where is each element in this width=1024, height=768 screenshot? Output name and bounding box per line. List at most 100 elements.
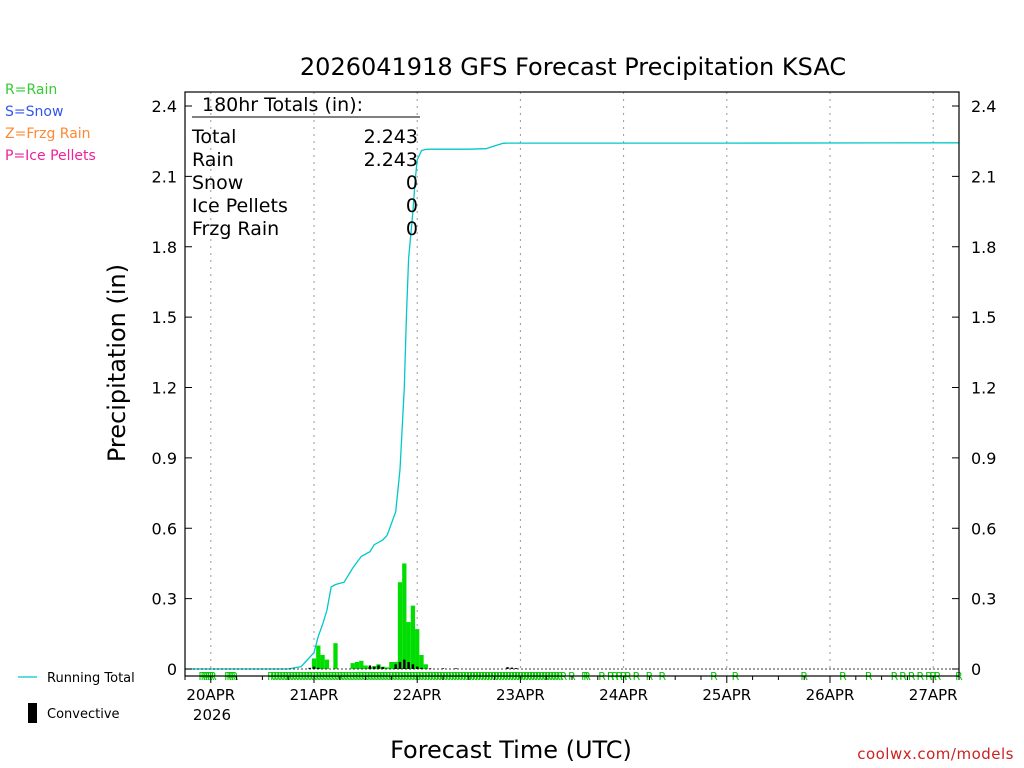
- y-tick-label-right: 0: [971, 660, 981, 679]
- rain-bar: [415, 629, 420, 669]
- x-year-label: 2026: [193, 706, 231, 724]
- totals-heading: 180hr Totals (in):: [202, 94, 363, 116]
- x-tick-label: 25APR: [702, 686, 751, 704]
- convective-bar: [416, 666, 419, 669]
- running-total-line: [185, 142, 960, 670]
- rain-bar: [410, 605, 416, 669]
- rain-bar: [350, 663, 355, 669]
- x-tick-label: 22APR: [393, 686, 442, 704]
- y-tick-label-right: 0.9: [971, 449, 996, 468]
- rain-bar: [406, 622, 411, 669]
- chart-title: 2026041918 GFS Forecast Precipitation KS…: [300, 53, 846, 81]
- rain-bar: [359, 660, 364, 669]
- y-tick-label-right: 0.6: [971, 519, 996, 538]
- convective-bar: [373, 666, 376, 669]
- x-axis: 20APR 21APR 22APR 23APR 24APR 25APR 26APR 27APR: [184, 676, 960, 704]
- x-tick-label: 27APR: [909, 686, 958, 704]
- y-tick-label-right: 2.1: [971, 167, 996, 186]
- rain-bar: [316, 645, 321, 669]
- convective-bar: [403, 659, 406, 669]
- y-tick-label-left: 1.8: [152, 238, 177, 257]
- y-tick-label-left: 1.5: [152, 308, 177, 327]
- totals-box: 180hr Totals (in): Total 2.243 Rain 2.24…: [191, 94, 420, 240]
- y-tick-label-left: 0.3: [152, 590, 177, 609]
- x-axis-label: Forecast Time (UTC): [390, 736, 632, 764]
- totals-value-rain: 2.243: [364, 149, 418, 171]
- legend-key-list: R=Rain S=Snow Z=Frzg Rain P=Ice Pellets: [5, 79, 96, 167]
- totals-value-frzg-rain: 0: [406, 218, 418, 240]
- x-tick-label: 20APR: [186, 686, 235, 704]
- rain-bar: [333, 643, 338, 669]
- totals-value-snow: 0: [406, 172, 418, 194]
- convective-bar: [368, 665, 372, 669]
- running-total-series: [185, 142, 960, 670]
- rain-bar: [423, 664, 428, 669]
- convective-bar: [377, 665, 380, 669]
- convective-legend-swatch: [28, 703, 37, 723]
- legend-label-convective: Convective: [47, 707, 120, 722]
- convective-bars: [308, 659, 518, 669]
- y-axis-label: Precipitation (in): [103, 264, 131, 462]
- legend-label-running-total: Running Total: [47, 671, 135, 686]
- convective-bar: [454, 668, 458, 669]
- rain-bar: [389, 661, 394, 669]
- legend-key-ice-pellets: P=Ice Pellets: [5, 148, 96, 164]
- plot-frame: [184, 91, 960, 677]
- rain-bar: [402, 563, 407, 669]
- totals-label-total: Total: [191, 126, 236, 148]
- rain-bar: [363, 665, 368, 669]
- y-tick-label-right: 1.2: [971, 379, 996, 398]
- convective-bar: [420, 667, 423, 669]
- y-tick-label-left: 2.4: [152, 97, 177, 116]
- y-axis-left: 0 0.3 0.6 0.9 1.2 1.5 1.8 2.1 2.4: [152, 97, 192, 679]
- convective-bar: [407, 661, 410, 669]
- convective-bar: [308, 667, 311, 669]
- y-tick-label-left: 2.1: [152, 167, 177, 186]
- convective-bar: [398, 661, 402, 669]
- convective-bar: [394, 664, 397, 669]
- legend-key-rain: R=Rain: [5, 82, 58, 98]
- convective-bar: [428, 668, 432, 669]
- convective-bar: [381, 667, 384, 669]
- totals-value-ice-pellets: 0: [406, 195, 418, 217]
- credit-link[interactable]: coolwx.com/models: [857, 745, 1014, 763]
- y-axis-right: 0 0.3 0.6 0.9 1.2 1.5 1.8 2.1 2.4: [952, 97, 996, 679]
- convective-bar: [411, 664, 415, 669]
- rain-bars: [311, 563, 428, 669]
- rain-bar: [397, 582, 403, 669]
- rain-bar: [311, 658, 317, 669]
- y-tick-label-left: 0.6: [152, 519, 177, 538]
- convective-bar: [514, 668, 518, 669]
- y-tick-label-left: 1.2: [152, 379, 177, 398]
- rain-bar: [354, 661, 360, 669]
- y-tick-label-right: 0.3: [971, 590, 996, 609]
- legend-key-snow: S=Snow: [5, 104, 64, 120]
- legend-key-frzg-rain: Z=Frzg Rain: [5, 126, 91, 142]
- legend-bottom: Running Total Convective: [18, 671, 135, 723]
- x-tick-label: 21APR: [290, 686, 339, 704]
- convective-bar: [441, 668, 445, 669]
- convective-bar: [317, 667, 320, 669]
- convective-bar: [506, 667, 509, 669]
- gridlines: [210, 92, 934, 669]
- convective-bar: [312, 666, 316, 669]
- rain-bar: [320, 654, 325, 669]
- y-tick-label-right: 2.4: [971, 97, 996, 116]
- rain-bar: [419, 654, 424, 669]
- x-tick-label: 24APR: [599, 686, 648, 704]
- totals-label-frzg-rain: Frzg Rain: [192, 218, 279, 240]
- totals-value-total: 2.243: [364, 126, 418, 148]
- x-tick-label: 23APR: [496, 686, 545, 704]
- totals-label-snow: Snow: [192, 172, 243, 194]
- y-tick-label-left: 0: [167, 660, 177, 679]
- y-tick-label-right: 1.5: [971, 308, 996, 327]
- rain-bar: [324, 659, 330, 669]
- totals-label-ice-pellets: Ice Pellets: [192, 195, 288, 217]
- totals-label-rain: Rain: [192, 149, 234, 171]
- y-tick-label-left: 0.9: [152, 449, 177, 468]
- y-tick-label-right: 1.8: [971, 238, 996, 257]
- rain-bar: [384, 667, 390, 669]
- x-tick-label: 26APR: [806, 686, 855, 704]
- convective-bar: [510, 667, 513, 669]
